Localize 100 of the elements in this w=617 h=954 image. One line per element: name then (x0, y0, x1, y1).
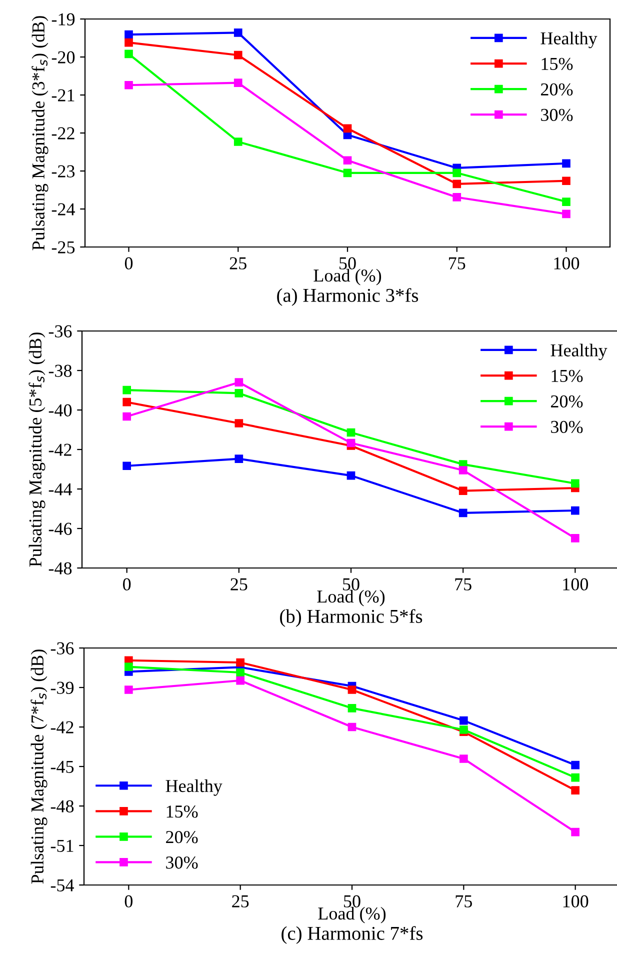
x-tick-label: 50 (340, 257, 356, 270)
point (348, 704, 356, 712)
legend-label: 15% (542, 58, 573, 70)
point (343, 168, 352, 178)
point (348, 686, 356, 694)
y-tick-label: -42 (50, 721, 74, 734)
legend-label: 30% (166, 856, 198, 869)
x-tick-label: 50 (344, 895, 360, 908)
legend-label: 20% (540, 83, 573, 96)
x-tick-label: 0 (123, 578, 131, 590)
y-tick-label: -36 (50, 642, 74, 654)
y-tick-label: -54 (50, 879, 74, 892)
point (236, 668, 244, 677)
y-axis-title: Pulsating Magnitude (7*f$_{s}$) (dB) (30, 650, 48, 884)
x-tick-label: 100 (563, 895, 588, 908)
point (122, 398, 131, 406)
point (234, 50, 242, 60)
point (571, 760, 580, 770)
point (460, 754, 468, 763)
y-tick-label: -51 (50, 840, 74, 852)
point (124, 662, 133, 671)
x-tick-label: 50 (343, 578, 360, 590)
y-tick-label: -25 (52, 241, 75, 254)
point (124, 80, 133, 90)
x-tick-label: 25 (230, 257, 246, 270)
point (458, 466, 468, 474)
legend-label: 15% (552, 370, 583, 382)
point (571, 773, 580, 782)
point (234, 419, 244, 428)
x-tick-label: 0 (124, 257, 133, 270)
x-axis-title: Load (%) (317, 590, 385, 606)
y-tick-label: -48 (48, 562, 72, 574)
point (124, 50, 133, 58)
point (562, 198, 570, 206)
legend-label: Healthy (166, 779, 222, 796)
point (346, 471, 356, 480)
point (452, 193, 462, 202)
x-tick-label: 100 (563, 578, 588, 590)
point (348, 722, 356, 732)
y-tick-label: -42 (48, 444, 72, 456)
point (234, 454, 244, 463)
y-tick-label: -38 (48, 364, 72, 377)
y-tick-label: -22 (52, 127, 74, 140)
y-tick-label: -19 (52, 13, 75, 26)
text: (c) Harmonic 7*fs (282, 926, 423, 944)
y-tick-label: -21 (52, 89, 74, 102)
text: (b) Harmonic 5*fs (280, 609, 422, 627)
point (571, 479, 580, 488)
point (571, 534, 580, 542)
point (122, 386, 131, 394)
y-tick-label: -39 (50, 682, 74, 694)
point (346, 438, 356, 448)
y-axis-title: Pulsating Magnitude (3*f$_{s}$) (dB) (32, 16, 48, 250)
y-tick-label: -46 (48, 522, 72, 535)
point (124, 686, 133, 694)
point (458, 508, 468, 518)
point (452, 180, 462, 188)
y-tick-label: -23 (52, 165, 75, 178)
point (234, 378, 244, 387)
point (343, 156, 352, 165)
point (236, 658, 244, 667)
point (460, 716, 468, 725)
y-axis-title: Pulsating Magnitude (5*f$_{s}$) (dB) (28, 332, 46, 567)
point (346, 428, 356, 437)
legend-label: 20% (166, 830, 198, 844)
x-tick-label: 100 (554, 257, 580, 270)
x-tick-label: 25 (230, 578, 248, 590)
point (452, 168, 462, 178)
text: (a) Harmonic 3*fs (277, 288, 418, 306)
x-tick-label: 75 (449, 257, 466, 270)
legend-label: 20% (550, 395, 583, 408)
y-tick-label: -20 (52, 51, 75, 64)
point (562, 159, 570, 168)
point (562, 210, 570, 218)
point (236, 676, 244, 685)
legend-label: 30% (541, 108, 573, 122)
x-tick-label: 0 (124, 895, 132, 908)
y-tick-label: -45 (50, 760, 74, 773)
point (571, 828, 580, 836)
y-tick-label: -48 (50, 800, 74, 812)
x-axis-title: Load (%) (318, 906, 386, 924)
point (234, 389, 244, 398)
x-tick-label: 75 (456, 895, 472, 908)
legend-label: Healthy (540, 32, 598, 48)
x-tick-label: 25 (232, 895, 249, 908)
y-tick-label: -36 (48, 325, 72, 338)
point (460, 726, 468, 734)
point (122, 412, 131, 421)
y-tick-label: -44 (48, 483, 72, 496)
point (562, 176, 570, 186)
point (124, 38, 133, 47)
point (343, 124, 352, 133)
legend-label: Healthy (550, 344, 608, 360)
x-axis-title: Load (%) (314, 268, 382, 286)
point (571, 506, 580, 515)
point (124, 30, 133, 39)
y-tick-label: -24 (52, 203, 75, 216)
point (458, 486, 468, 495)
point (122, 462, 131, 470)
point (571, 786, 580, 794)
